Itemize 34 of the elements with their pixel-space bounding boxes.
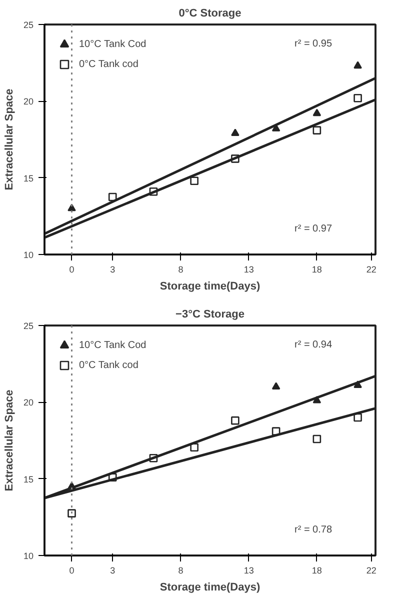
legend-label: 10°C Tank Cod: [79, 38, 146, 50]
legend-label: 10°C Tank Cod: [79, 340, 146, 350]
chart-title: −3°C Storage: [176, 308, 244, 320]
x-tick-label: 3: [110, 566, 116, 576]
y-axis-title: Extracellular Space: [3, 88, 16, 190]
annotation: r² = 0.97: [294, 224, 332, 234]
x-tick-label: 13: [244, 566, 254, 576]
y-tick-label: 20: [23, 96, 34, 107]
x-tick-label: 0: [69, 264, 74, 274]
legend-label: 0°C Tank cod: [79, 360, 138, 370]
x-tick-label: 22: [366, 264, 376, 274]
x-tick-label: 8: [178, 566, 184, 576]
legend-label: 0°C Tank cod: [79, 58, 138, 70]
x-tick-label: 18: [312, 566, 322, 576]
x-tick-label: 8: [178, 264, 184, 274]
annotation: r² = 0.78: [294, 524, 332, 536]
chart-title: 0°C Storage: [178, 8, 242, 20]
x-tick-label: 22: [366, 566, 376, 576]
x-tick-label: 0: [69, 566, 74, 576]
y-tick-label: 15: [23, 173, 34, 184]
y-tick-label: 10: [23, 551, 34, 561]
y-tick-label: 20: [23, 398, 34, 408]
annotation: r² = 0.94: [294, 340, 332, 350]
y-tick-label: 25: [23, 321, 34, 331]
x-axis-title: Storage time(Days): [160, 582, 260, 594]
annotation: r² = 0.95: [294, 38, 332, 50]
y-axis-title: Extracellular Space: [3, 390, 16, 492]
y-tick-label: 15: [23, 474, 34, 484]
x-tick-label: 13: [244, 264, 254, 274]
x-tick-label: 3: [110, 264, 116, 274]
x-tick-label: 18: [312, 264, 322, 274]
y-tick-label: 10: [23, 250, 34, 260]
x-axis-title: Storage time(Days): [160, 280, 260, 292]
y-tick-label: 25: [23, 20, 34, 30]
